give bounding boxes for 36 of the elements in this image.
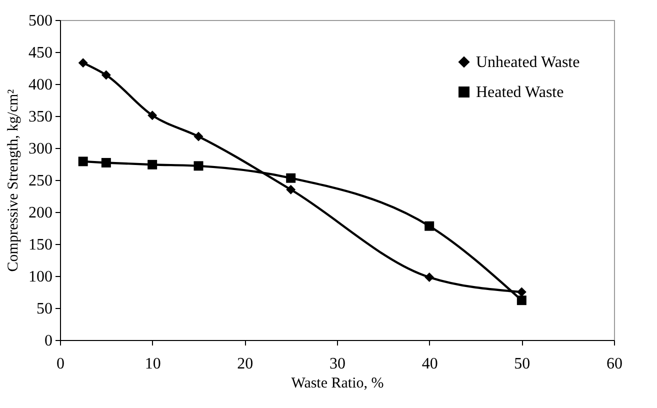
y-tick-label: 100	[28, 268, 52, 286]
x-tick-label: 60	[606, 356, 622, 372]
point	[286, 173, 296, 183]
y-tick-label: 400	[28, 76, 52, 94]
y-tick-label: 500	[28, 12, 52, 30]
x-tick-label: 0	[56, 356, 64, 372]
y-axis-title: Compressive Strength, kg/cm²	[6, 88, 22, 272]
y-tick-label: 250	[28, 172, 52, 190]
x-tick-label: 30	[330, 356, 346, 372]
point	[516, 296, 526, 306]
legend-label: Unheated Waste	[476, 54, 580, 71]
point	[516, 287, 526, 297]
point	[148, 160, 158, 170]
point	[101, 70, 111, 80]
y-tick-label: 50	[36, 300, 52, 318]
point	[424, 221, 434, 231]
x-tick-label: 50	[514, 356, 530, 372]
x-tick-label: 20	[237, 356, 254, 372]
point	[194, 132, 204, 142]
point	[286, 184, 296, 194]
point	[424, 272, 434, 282]
point	[148, 110, 158, 120]
x-tick-label: 40	[422, 356, 438, 372]
point	[101, 158, 111, 168]
y-tick-label: 200	[28, 204, 52, 222]
legend-label: Heated Waste	[476, 84, 564, 101]
y-tick-label: 350	[28, 108, 52, 126]
point	[194, 161, 204, 171]
y-tick-label: 150	[28, 236, 52, 254]
point	[78, 58, 88, 68]
x-tick-label: 10	[144, 356, 161, 372]
y-tick-label: 0	[44, 332, 52, 350]
y-tick-label: 300	[28, 140, 52, 158]
point	[78, 156, 88, 166]
y-tick-label: 450	[28, 44, 52, 62]
x-axis-title: Waste Ratio, %	[291, 376, 384, 392]
